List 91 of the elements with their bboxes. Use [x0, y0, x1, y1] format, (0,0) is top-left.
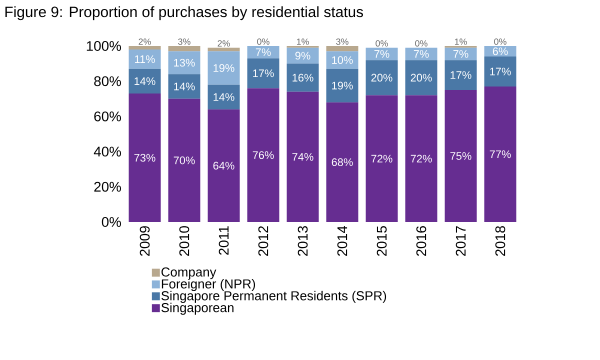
- bar: [247, 88, 280, 222]
- y-tick-label: 20%: [94, 182, 121, 192]
- y-tick-label: 40%: [94, 146, 121, 157]
- bar: [484, 56, 516, 86]
- data-label: 10%: [332, 56, 353, 64]
- data-label: 19%: [214, 64, 234, 72]
- data-label: 0%: [494, 38, 506, 45]
- data-label: 17%: [490, 68, 511, 76]
- x-tick-label: 2012: [258, 226, 268, 256]
- bar: [128, 46, 161, 50]
- data-label: 17%: [450, 71, 472, 79]
- data-label: 73%: [134, 154, 156, 162]
- data-label: 64%: [213, 162, 234, 170]
- y-tick-label: 80%: [94, 76, 121, 86]
- x-tick-label: 2014: [337, 226, 348, 256]
- data-label: 14%: [174, 82, 195, 90]
- bar: [208, 51, 240, 85]
- data-label: 75%: [450, 152, 472, 160]
- x-tick-label: 2011: [218, 226, 229, 255]
- data-label: 0%: [376, 40, 388, 47]
- bar: [326, 46, 358, 52]
- bar: [247, 46, 280, 58]
- bar: [128, 68, 161, 94]
- x-tick-label: 2010: [179, 226, 190, 256]
- bar: [286, 64, 319, 92]
- bar: [366, 95, 398, 222]
- bar: [208, 48, 240, 52]
- bar: [326, 68, 358, 102]
- bar: [326, 102, 358, 222]
- legend-label: Foreigner (NPR): [162, 278, 256, 292]
- bar: [444, 90, 477, 222]
- data-label: 72%: [371, 154, 392, 162]
- data-label: 74%: [292, 153, 314, 161]
- data-label: 70%: [174, 156, 195, 164]
- y-tick-label: 100%: [86, 41, 121, 51]
- data-label: 3%: [336, 38, 348, 45]
- legend-label: Company: [162, 267, 216, 280]
- data-label: 7%: [256, 48, 271, 56]
- bar: [286, 92, 319, 222]
- data-label: 77%: [490, 150, 511, 158]
- bar: [128, 94, 161, 222]
- data-label: 76%: [252, 151, 274, 159]
- data-label: 7%: [374, 50, 390, 58]
- data-label: 14%: [134, 77, 156, 86]
- data-label: 17%: [253, 69, 274, 78]
- bar: [168, 98, 200, 222]
- data-label: 1%: [296, 38, 309, 45]
- data-label: 0%: [257, 38, 270, 45]
- bar: [366, 60, 398, 96]
- x-tick-label: 2017: [456, 226, 466, 256]
- data-label: 3%: [178, 38, 190, 45]
- data-label: 6%: [492, 47, 508, 56]
- data-label: 0%: [415, 40, 428, 47]
- bar: [168, 46, 200, 52]
- bar: [444, 60, 477, 90]
- data-label: 16%: [292, 74, 314, 82]
- bar: [484, 86, 516, 222]
- bar: [208, 84, 240, 110]
- data-label: 1%: [454, 38, 467, 45]
- x-tick-label: 2009: [140, 226, 150, 256]
- x-tick-label: 2013: [298, 226, 308, 256]
- data-label: 20%: [410, 74, 432, 82]
- data-label: 68%: [332, 158, 353, 166]
- bar: [405, 60, 438, 96]
- bar: [286, 48, 319, 64]
- x-tick-label: 2018: [495, 226, 506, 256]
- y-tick-label: 0%: [102, 217, 121, 227]
- y-tick-label: 60%: [94, 111, 121, 122]
- bar: [326, 51, 358, 69]
- data-label: 7%: [414, 50, 429, 58]
- data-label: 9%: [295, 52, 310, 60]
- x-tick-label: 2016: [416, 226, 426, 256]
- legend-label: Singaporean: [161, 302, 234, 315]
- bar: [247, 58, 280, 88]
- data-label: 2%: [218, 40, 230, 47]
- data-label: 7%: [453, 50, 468, 58]
- x-tick-label: 2015: [376, 226, 387, 256]
- data-label: 20%: [371, 74, 392, 82]
- data-label: 14%: [214, 93, 234, 101]
- bar: [405, 95, 438, 222]
- bar: [168, 74, 200, 99]
- data-label: 19%: [332, 82, 353, 90]
- chart-title: Figure 9: Proportion of purchases by residential status: [5, 6, 363, 20]
- data-label: 2%: [138, 38, 151, 45]
- legend-label: Singapore Permanent Residents (SPR): [161, 290, 386, 303]
- data-label: 11%: [135, 55, 155, 64]
- data-label: 13%: [174, 58, 195, 67]
- bar: [208, 109, 240, 222]
- data-label: 72%: [410, 154, 432, 162]
- bar: [128, 50, 161, 69]
- bar: [168, 51, 200, 74]
